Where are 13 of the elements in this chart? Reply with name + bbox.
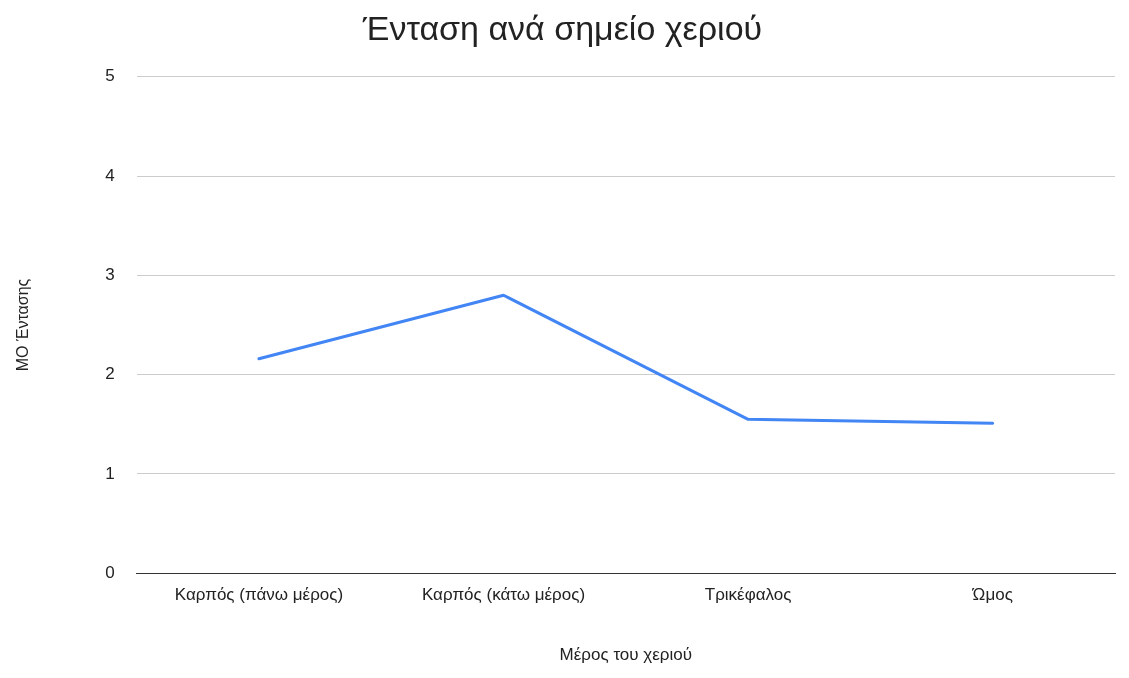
y-tick-label: 4 [105, 165, 115, 185]
x-tick-label: Καρπός (πάνω μέρος) [174, 585, 344, 605]
x-axis-title: Μέρος του χεριού [559, 645, 693, 665]
x-tick-label: Τρικέφαλος [704, 585, 792, 605]
y-tick-label: 1 [105, 463, 115, 483]
chart-title: Ένταση ανά σημείο χεριού [361, 8, 763, 47]
y-tick-label: 3 [105, 265, 115, 285]
y-tick-label: 0 [105, 562, 115, 582]
x-tick-label: Καρπός (κάτω μέρος) [421, 585, 586, 605]
x-tick-label: Ώμος [971, 585, 1013, 605]
y-tick-label: 5 [105, 66, 115, 86]
y-tick-label: 2 [105, 364, 115, 384]
y-axis-title: ΜΟ Έντασης [14, 278, 32, 372]
